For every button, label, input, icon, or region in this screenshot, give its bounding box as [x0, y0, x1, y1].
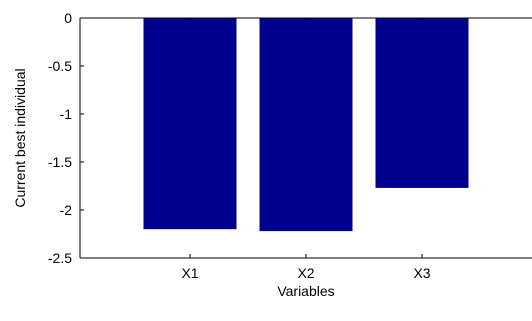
- y-ticks-group: 0 -0.5 -1 -1.5 -2 -2.5: [48, 10, 84, 266]
- y-axis-label: Current best individual: [12, 68, 28, 207]
- y-tick-label: -2: [60, 202, 73, 218]
- bar-x3: [375, 18, 469, 188]
- bar-x2: [259, 18, 353, 232]
- y-tick-label: 0: [64, 10, 72, 26]
- x-tick-label: X2: [297, 265, 314, 281]
- x-tick-label: X3: [413, 265, 430, 281]
- bar-x1: [143, 18, 237, 230]
- y-tick-label: -2.5: [48, 250, 72, 266]
- x-ticks-group: X1 X2 X3: [181, 18, 431, 281]
- y-tick-label: -0.5: [48, 58, 72, 74]
- x-axis-label: Variables: [277, 283, 334, 299]
- y-tick-label: -1: [60, 106, 73, 122]
- x-tick-label: X1: [181, 265, 198, 281]
- y-tick-label: -1.5: [48, 154, 72, 170]
- bars-group: [143, 18, 469, 232]
